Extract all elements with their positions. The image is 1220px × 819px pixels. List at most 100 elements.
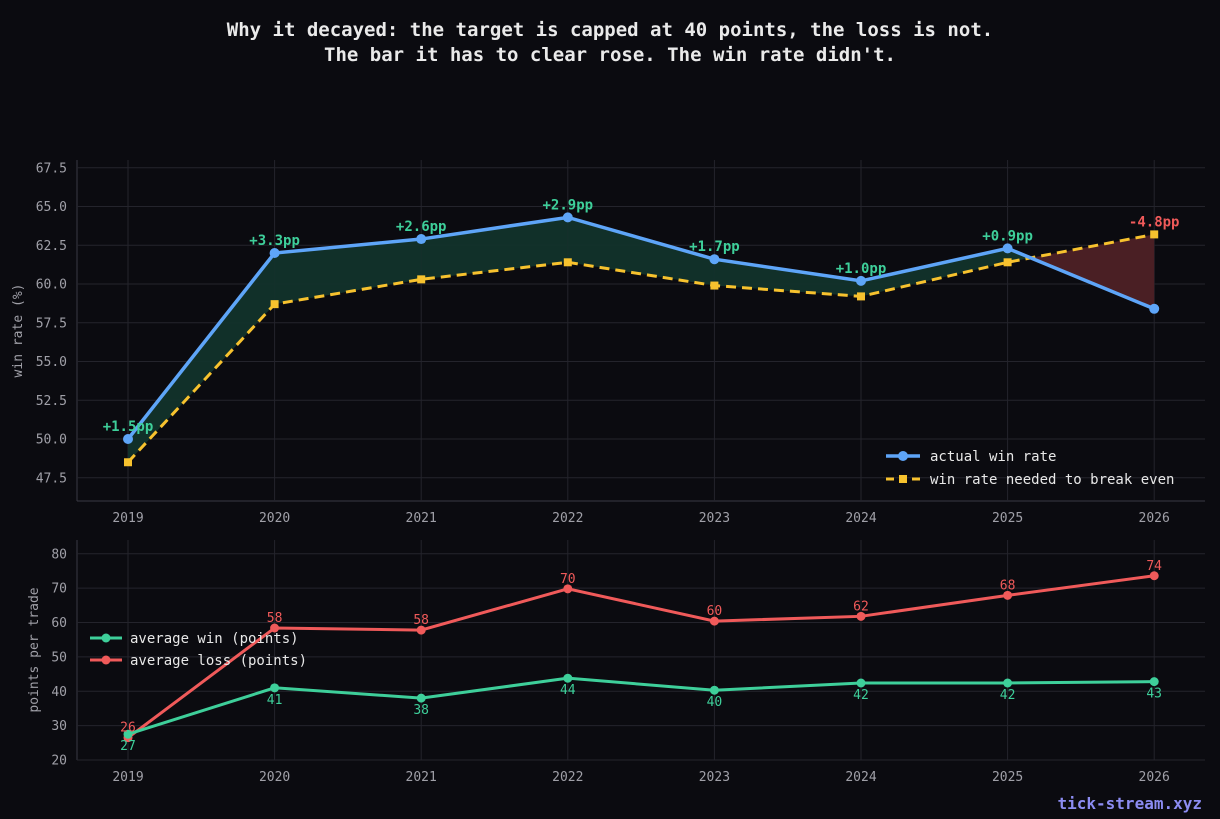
break-even-point	[563, 258, 572, 267]
y-tick-label: 52.5	[36, 394, 67, 409]
legend-label-loss: average loss (points)	[130, 653, 307, 669]
average-win-point	[1003, 678, 1013, 688]
y-tick-label: 67.5	[36, 161, 67, 176]
legend-label-win: average win (points)	[130, 631, 299, 647]
legend-marker-actual	[898, 451, 908, 461]
x-tick-label: 2026	[1139, 511, 1170, 526]
average-win-line	[127, 676, 1155, 736]
y-tick-label: 20	[51, 754, 67, 769]
x-tick-label: 2022	[552, 770, 583, 785]
y-axis-label: points per trade	[27, 587, 42, 712]
average-loss-line	[127, 574, 1155, 739]
x-tick-label: 2024	[845, 770, 876, 785]
actual-win-rate-point	[562, 212, 573, 223]
break-even-point	[270, 300, 279, 309]
average-win-label: 40	[707, 695, 723, 710]
x-tick-label: 2019	[112, 770, 143, 785]
break-even-point	[1150, 230, 1159, 239]
break-even-line	[126, 232, 1155, 464]
actual-win-rate-point	[709, 254, 720, 265]
actual-win-rate-point	[123, 434, 133, 444]
average-win-label: 27	[120, 739, 136, 754]
positive-margin-area	[861, 248, 1008, 297]
average-loss-point	[563, 584, 573, 594]
y-tick-label: 65.0	[36, 200, 67, 215]
y-tick-label: 50	[51, 650, 67, 665]
average-win-label: 41	[267, 693, 283, 708]
average-loss-point	[416, 625, 426, 635]
x-tick-label: 2020	[259, 770, 290, 785]
x-tick-label: 2021	[406, 770, 437, 785]
average-win-label: 44	[560, 683, 576, 698]
actual-win-rate-point	[416, 234, 427, 245]
y-axis-label: win rate (%)	[11, 284, 26, 378]
margin-annotation: +2.6pp	[396, 219, 447, 235]
average-loss-point	[1149, 571, 1159, 581]
legend-label-actual: actual win rate	[930, 449, 1056, 465]
x-tick-label: 2022	[552, 511, 583, 526]
average-loss-label: 74	[1146, 559, 1162, 574]
panel-1: 47.5 50.0 52.5 55.0 57.5 60.0 62.5 65.0 67.5 2019…	[11, 160, 1205, 526]
positive-margin-area	[128, 253, 275, 463]
x-tick-label: 2023	[699, 511, 730, 526]
x-tick-label: 2025	[992, 770, 1023, 785]
margin-annotation: +1.5pp	[103, 419, 154, 435]
average-win-label: 43	[1146, 687, 1162, 702]
break-even-point	[124, 458, 132, 467]
average-win-point	[270, 683, 280, 693]
legend-marker-win	[101, 633, 111, 643]
break-even-point	[710, 281, 719, 290]
actual-win-rate-point	[856, 275, 866, 286]
x-tick-label: 2025	[992, 511, 1023, 526]
y-tick-label: 40	[51, 685, 67, 700]
average-win-point	[1149, 677, 1159, 687]
y-tick-label: 50.0	[36, 433, 67, 448]
brand-watermark: tick-stream.xyz	[1057, 794, 1203, 813]
panel-2: 20 30 40 50 60 70 80 2019 2020 2021 2022 2023 2024 20…	[27, 540, 1205, 785]
x-tick-label: 2020	[259, 511, 290, 526]
y-tick-label: 80	[51, 547, 67, 562]
x-tick-label: 2026	[1139, 770, 1170, 785]
margin-annotation: +1.7pp	[689, 239, 740, 255]
margin-annotation: +3.3pp	[249, 233, 300, 249]
y-tick-label: 30	[51, 719, 67, 734]
x-tick-label: 2023	[699, 770, 730, 785]
average-win-point	[856, 678, 866, 688]
average-loss-label: 58	[413, 613, 429, 628]
average-loss-label: 58	[267, 611, 283, 626]
margin-annotation: -4.8pp	[1129, 214, 1180, 230]
break-even-point	[1003, 258, 1012, 267]
actual-win-rate-point	[1149, 303, 1160, 314]
average-loss-label: 68	[1000, 578, 1016, 593]
break-even-point	[417, 275, 426, 284]
positive-margin-area	[421, 217, 568, 280]
actual-win-rate-line	[126, 215, 1155, 441]
average-win-label: 42	[853, 688, 869, 703]
break-even-point	[857, 292, 865, 301]
average-loss-label: 60	[707, 604, 723, 619]
positive-margin-area	[567, 217, 715, 286]
margin-annotation: +1.0pp	[836, 261, 887, 277]
y-tick-label: 62.5	[36, 239, 67, 254]
legend-label-break-even: win rate needed to break even	[930, 472, 1174, 488]
y-tick-label: 60.0	[36, 278, 67, 293]
x-tick-label: 2024	[845, 511, 876, 526]
margin-annotation: +2.9pp	[543, 197, 594, 213]
average-win-label: 38	[413, 703, 429, 718]
actual-win-rate-point	[1002, 243, 1013, 254]
average-win-point	[123, 729, 133, 739]
positive-margin-area	[274, 239, 422, 305]
y-tick-label: 55.0	[36, 355, 67, 370]
x-tick-label: 2021	[406, 511, 437, 526]
title-line-1: Why it decayed: the target is capped at …	[226, 19, 994, 41]
average-loss-label: 70	[560, 572, 576, 587]
y-tick-label: 70	[51, 582, 67, 597]
average-loss-point	[1003, 590, 1013, 600]
average-loss-point	[856, 611, 866, 621]
y-tick-label: 47.5	[36, 471, 67, 486]
y-tick-label: 57.5	[36, 316, 67, 331]
average-win-point	[709, 685, 719, 695]
average-win-point	[563, 673, 573, 683]
average-loss-label: 26	[120, 721, 136, 736]
